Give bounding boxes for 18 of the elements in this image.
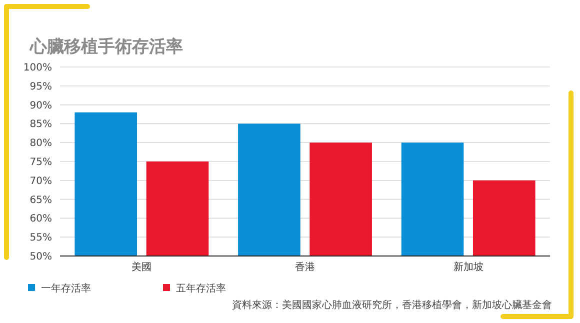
y-tick-label: 55% xyxy=(30,232,52,244)
legend-label: 五年存活率 xyxy=(176,282,226,294)
x-tick-label: 美國 xyxy=(132,261,152,273)
x-tick-label: 香港 xyxy=(295,261,315,273)
y-tick-label: 65% xyxy=(30,194,52,206)
y-tick-label: 80% xyxy=(30,138,52,150)
y-tick-label: 75% xyxy=(30,157,52,168)
y-tick-label: 100% xyxy=(23,62,52,74)
legend-label: 一年存活率 xyxy=(41,282,91,294)
y-tick-label: 50% xyxy=(30,252,52,262)
y-tick-label: 85% xyxy=(30,119,52,130)
y-tick-label: 60% xyxy=(30,214,52,225)
chart-title: 心臟移植手術存活率 xyxy=(29,37,183,57)
y-tick-label: 95% xyxy=(30,81,52,92)
x-tick-label: 新加坡 xyxy=(453,261,484,273)
y-tick-label: 70% xyxy=(30,176,52,187)
source-note: 資料來源：美國國家心肺血液研究所，香港移植學會，新加坡心臟基金會 xyxy=(232,299,552,311)
y-tick-label: 90% xyxy=(30,100,52,112)
